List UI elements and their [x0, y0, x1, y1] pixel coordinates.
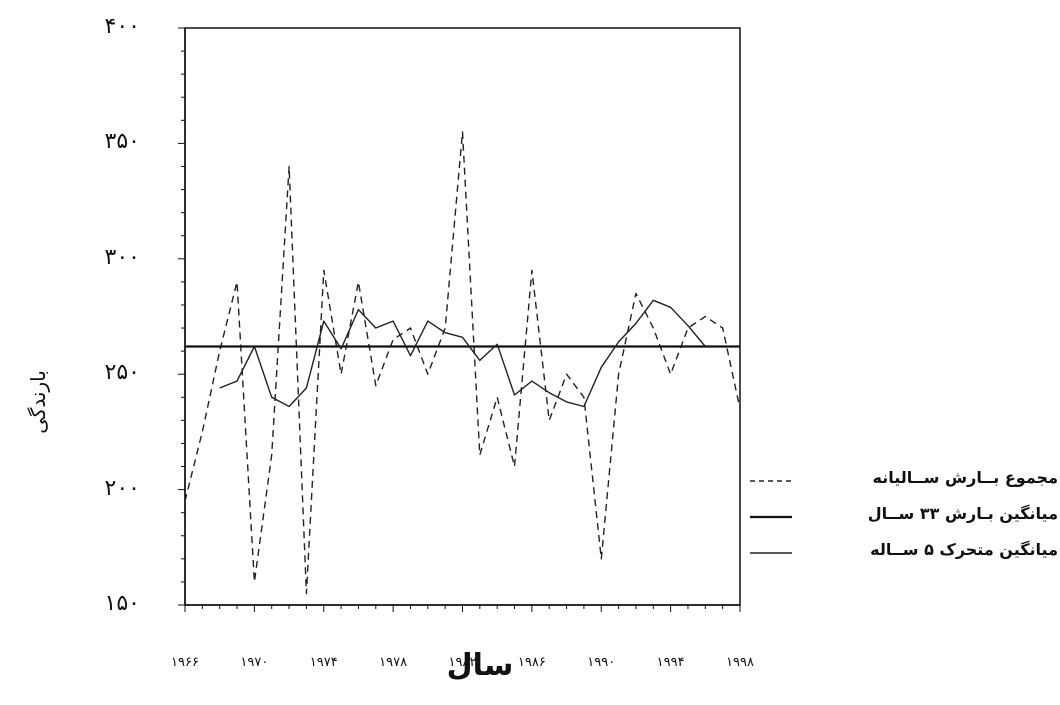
- y-tick-label: ۱۵۰: [104, 591, 140, 616]
- legend-label-mean: میانگین بـارش ۳۳ ســال: [867, 504, 1058, 523]
- plot-frame: [184, 27, 741, 606]
- y-tick-label: ۳۵۰: [104, 129, 140, 155]
- y-tick-label: ۴۰۰: [104, 14, 140, 39]
- legend-label-moving-average: میانگین متحرک ۵ ســاله: [870, 540, 1058, 559]
- x-tick-label: ۱۹۸۲: [448, 655, 477, 670]
- x-tick-label: ۱۹۷۸: [379, 655, 408, 670]
- annual-rainfall-line: [184, 131, 741, 595]
- moving-average-line: [219, 299, 706, 408]
- y-tick-label: ۲۵۰: [104, 360, 140, 386]
- x-tick-label: ۱۹۶۶: [171, 655, 199, 670]
- y-tick-label: ۲۰۰: [104, 475, 140, 501]
- x-tick-label: ۱۹۹۰: [587, 655, 616, 670]
- legend: مجموع بــارش ســالیانه میانگین بـارش ۳۳ …: [748, 466, 1058, 574]
- x-tick-label: ۱۹۸۶: [517, 655, 546, 670]
- legend-label-annual: مجموع بــارش ســالیانه: [872, 468, 1058, 487]
- series-layer: [184, 131, 741, 595]
- x-tick-label: ۱۹۷۴: [309, 655, 338, 670]
- y-tick-label: ۳۰۰: [104, 244, 140, 270]
- legend-item-moving-average: میانگین متحرک ۵ ســاله: [748, 538, 1058, 568]
- legend-swatches: [750, 480, 792, 554]
- axis-ticks: [178, 27, 741, 612]
- x-tick-label: ۱۹۹۴: [656, 655, 685, 670]
- x-tick-label: ۱۹۹۸: [726, 655, 754, 670]
- x-tick-label: ۱۹۷۰: [240, 655, 269, 670]
- legend-item-mean: میانگین بـارش ۳۳ ســال: [748, 502, 1058, 532]
- legend-item-annual: مجموع بــارش ســالیانه: [748, 466, 1058, 496]
- x-axis-title: سال: [446, 648, 514, 683]
- y-axis-title: بارندگی: [26, 370, 50, 434]
